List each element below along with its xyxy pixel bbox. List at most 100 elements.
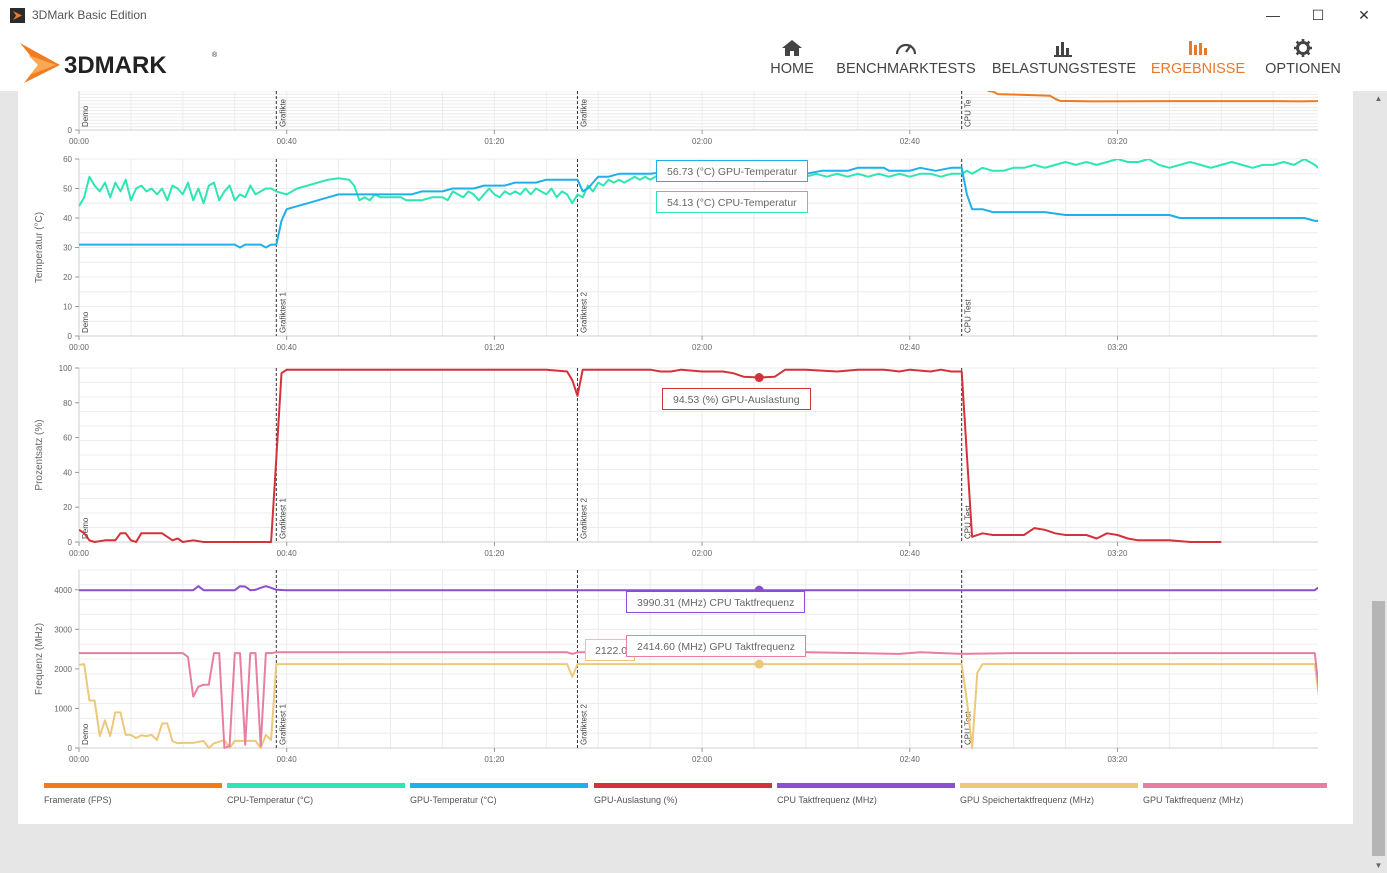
- test-marker-label: Demo: [81, 517, 90, 539]
- tooltip-cpu-clock: 3990.31 (MHz) CPU Taktfrequenz: [626, 591, 806, 613]
- series-line-gpu-auslastung: [79, 368, 1222, 543]
- x-tick-label: 00:40: [277, 137, 298, 146]
- legend-swatch: [960, 783, 1138, 788]
- nav-belastungsteste[interactable]: BELASTUNGSTESTE: [991, 31, 1137, 91]
- x-tick-label: 03:20: [1107, 343, 1128, 352]
- tooltip-cpu-temperature: 54.13 (°C) CPU-Temperatur: [656, 191, 808, 213]
- nav-ergebnisse-label: ERGEBNISSE: [1150, 61, 1246, 77]
- y-tick-label: 2000: [54, 665, 72, 674]
- y-axis-title: Frequenz (MHz): [34, 623, 45, 695]
- x-tick-label: 03:20: [1107, 755, 1128, 764]
- test-marker-label: Grafiktest 2: [579, 292, 588, 333]
- x-tick-label: 02:00: [692, 755, 713, 764]
- nav-optionen[interactable]: OPTIONEN: [1260, 31, 1346, 91]
- x-tick-label: 01:20: [484, 549, 505, 558]
- legend-item-cpu-clock[interactable]: CPU Taktfrequenz (MHz): [777, 783, 955, 805]
- series-line-gpu-taktfrequenz-mhz: [79, 651, 1318, 749]
- legend-label: GPU Taktfrequenz (MHz): [1143, 795, 1244, 805]
- series-line-gpu-speichertaktfrequenz-mhz: [79, 663, 1318, 749]
- test-marker-label: CPU Test: [964, 711, 973, 745]
- nav-home[interactable]: HOME: [762, 31, 822, 91]
- results-icon: [1150, 31, 1246, 61]
- test-marker-label: Grafiktest 2: [579, 704, 588, 745]
- nav-benchmarktests[interactable]: BENCHMARKTESTS: [833, 31, 979, 91]
- x-tick-label: 00:00: [69, 549, 90, 558]
- close-button[interactable]: ✕: [1358, 7, 1370, 23]
- series-line-cpu-taktfrequenz-mhz: [79, 585, 1318, 592]
- legend-item-gpu-memory-clock[interactable]: GPU Speichertaktfrequenz (MHz): [960, 783, 1138, 805]
- scroll-thumb[interactable]: [1372, 601, 1385, 856]
- test-marker-label: Grafiktest 1: [278, 498, 287, 539]
- legend-item-framerate[interactable]: Framerate (FPS): [44, 783, 222, 805]
- gear-icon: [1260, 31, 1346, 61]
- minimize-button[interactable]: —: [1266, 7, 1280, 23]
- tooltip-gpu-clock: 2414.60 (MHz) GPU Taktfrequenz: [626, 635, 806, 657]
- brand-logo-text: 3DMARK: [64, 52, 167, 79]
- x-tick-label: 01:20: [484, 137, 505, 146]
- y-tick-label: 100: [59, 364, 73, 373]
- legend-item-gpu-load[interactable]: GPU-Auslastung (%): [594, 783, 772, 805]
- window-titlebar: 3DMark Basic Edition — ☐ ✕: [0, 0, 1387, 31]
- nav-belastungsteste-label: BELASTUNGSTESTE: [991, 61, 1137, 77]
- y-axis-title: Prozentsatz (%): [34, 419, 45, 490]
- app-logo-icon: [10, 8, 25, 23]
- legend-label: CPU-Temperatur (°C): [227, 795, 314, 805]
- series-line-gpu-temperatur-c: [79, 166, 1318, 249]
- x-tick-label: 00:00: [69, 343, 90, 352]
- y-tick-label: 20: [63, 273, 72, 282]
- legend-item-gpu-clock[interactable]: GPU Taktfrequenz (MHz): [1143, 783, 1327, 805]
- legend-swatch: [594, 783, 772, 788]
- nav-benchmarktests-label: BENCHMARKTESTS: [836, 61, 976, 77]
- legend-label: Framerate (FPS): [44, 795, 112, 805]
- x-tick-label: 02:40: [900, 343, 921, 352]
- legend-swatch: [227, 783, 405, 788]
- vertical-scrollbar[interactable]: ▲ ▼: [1370, 91, 1387, 873]
- bar-chart-icon: [991, 31, 1137, 61]
- x-tick-label: 01:20: [484, 343, 505, 352]
- y-tick-label: 20: [63, 503, 72, 512]
- legend-item-gpu-temperature[interactable]: GPU-Temperatur (°C): [410, 783, 588, 805]
- legend-swatch: [410, 783, 588, 788]
- nav-ergebnisse[interactable]: ERGEBNISSE: [1150, 31, 1246, 91]
- x-tick-label: 02:40: [900, 755, 921, 764]
- tooltip-gpu-temperature: 56.73 (°C) GPU-Temperatur: [656, 160, 809, 182]
- home-icon: [762, 31, 822, 61]
- x-tick-label: 00:00: [69, 755, 90, 764]
- test-marker-label: CPU Test: [964, 505, 973, 539]
- x-tick-label: 00:40: [277, 343, 298, 352]
- tooltip-gpu-load: 94.53 (%) GPU-Auslastung: [662, 388, 811, 410]
- test-marker-label: Demo: [81, 311, 90, 333]
- results-panel: 0 00:00 00:40 01:20 02:00 02:40 03:20 Demo Grafi…: [18, 90, 1353, 824]
- maximize-button[interactable]: ☐: [1311, 7, 1325, 23]
- x-tick-label: 02:00: [692, 343, 713, 352]
- tooltip-point: [754, 373, 764, 383]
- window-title: 3DMark Basic Edition: [32, 8, 147, 22]
- scroll-down-arrow-icon[interactable]: ▼: [1374, 861, 1383, 870]
- test-marker-label: Demo: [81, 723, 90, 745]
- legend-item-cpu-temperature[interactable]: CPU-Temperatur (°C): [227, 783, 405, 805]
- y-tick-label: 40: [63, 468, 72, 477]
- nav-optionen-label: OPTIONEN: [1265, 61, 1341, 77]
- y-tick-label: 0: [68, 744, 73, 753]
- tooltip-point: [754, 659, 764, 669]
- test-marker-label: Grafikte: [579, 98, 588, 127]
- legend-swatch: [777, 783, 955, 788]
- y-tick-label: 0: [68, 332, 73, 341]
- x-tick-label: 02:40: [900, 137, 921, 146]
- legend-label: GPU-Auslastung (%): [594, 795, 678, 805]
- brand-logo[interactable]: 3DMARK ®: [16, 35, 226, 92]
- x-tick-label: 01:20: [484, 755, 505, 764]
- y-tick-label: 80: [63, 399, 72, 408]
- x-tick-label: 00:40: [277, 755, 298, 764]
- test-marker-label: Grafiktest 1: [278, 704, 287, 745]
- test-marker-label: Grafiktest 2: [579, 498, 588, 539]
- brand-logo-mark: 3DMARK ®: [20, 43, 218, 83]
- test-marker-label: CPU Test: [964, 299, 973, 333]
- y-tick-label: 3000: [54, 625, 72, 634]
- x-tick-label: 02:00: [692, 549, 713, 558]
- gauge-icon: [833, 31, 979, 61]
- scroll-up-arrow-icon[interactable]: ▲: [1374, 94, 1383, 103]
- x-tick-label: 02:40: [900, 549, 921, 558]
- tooltip-gpu-memory-clock: 2122.0: [585, 639, 635, 661]
- legend-label: CPU Taktfrequenz (MHz): [777, 795, 877, 805]
